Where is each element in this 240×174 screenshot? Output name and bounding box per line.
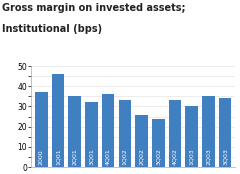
- Bar: [35, 92, 48, 167]
- Bar: [202, 96, 215, 167]
- Text: 1Q01: 1Q01: [55, 148, 60, 165]
- Text: 2Q03: 2Q03: [206, 148, 211, 165]
- Text: 3Q03: 3Q03: [223, 148, 228, 165]
- Text: Gross margin on invested assets;: Gross margin on invested assets;: [2, 3, 186, 13]
- Text: 2Q02: 2Q02: [139, 148, 144, 165]
- Text: 4Q01: 4Q01: [106, 148, 111, 165]
- Text: Institutional (bps): Institutional (bps): [2, 24, 102, 34]
- Bar: [135, 114, 148, 167]
- Bar: [186, 106, 198, 167]
- Text: 1Q02: 1Q02: [122, 148, 127, 165]
- Text: 2000: 2000: [39, 149, 44, 165]
- Bar: [85, 102, 98, 167]
- Bar: [219, 98, 231, 167]
- Text: 3Q02: 3Q02: [156, 148, 161, 165]
- Text: 4Q02: 4Q02: [173, 148, 178, 165]
- Bar: [68, 96, 81, 167]
- Text: 1Q03: 1Q03: [189, 148, 194, 165]
- Bar: [119, 100, 131, 167]
- Text: 3Q01: 3Q01: [89, 148, 94, 165]
- Text: 2Q01: 2Q01: [72, 148, 77, 165]
- Bar: [169, 100, 181, 167]
- Bar: [152, 119, 165, 167]
- Bar: [52, 74, 64, 167]
- Bar: [102, 94, 114, 167]
